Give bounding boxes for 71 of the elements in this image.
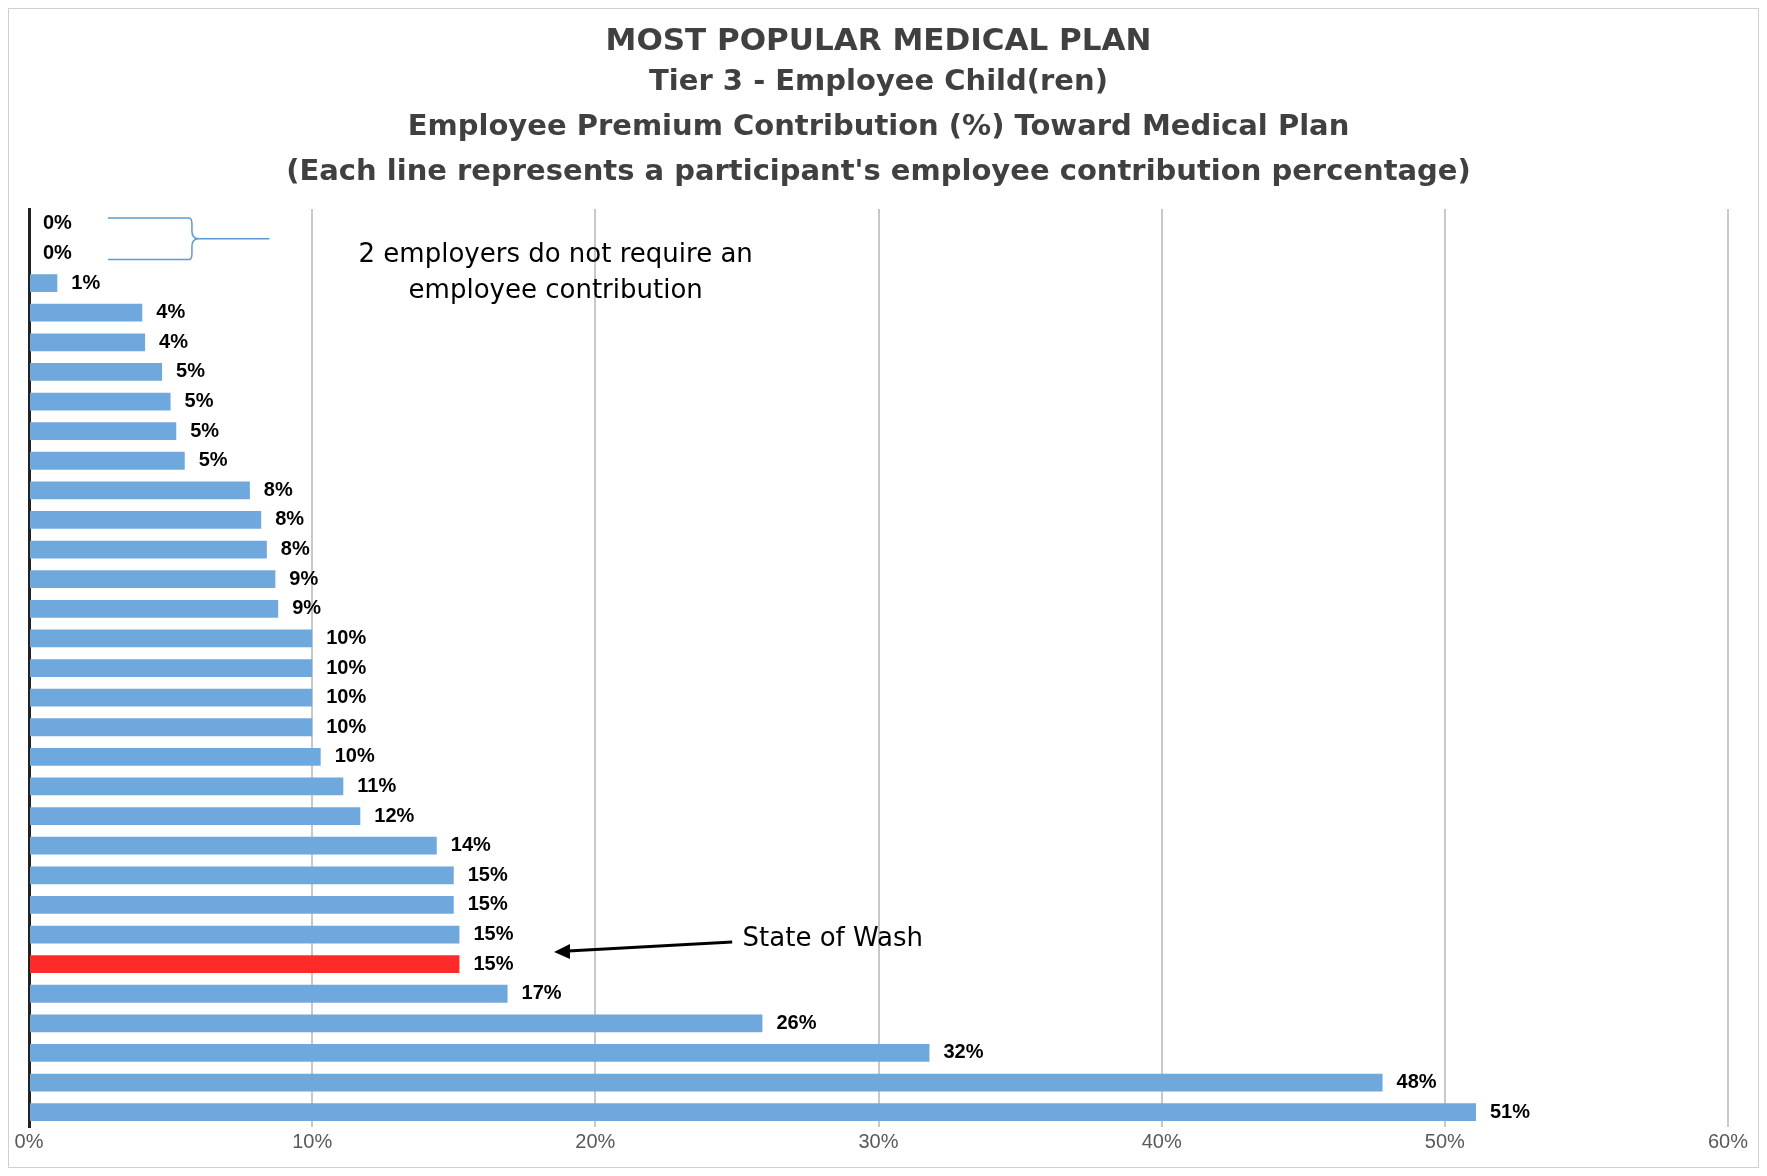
- data-label: 48%: [1396, 1070, 1437, 1093]
- x-tick-label: 30%: [858, 1129, 899, 1152]
- annotation: State of Wash: [742, 922, 923, 953]
- data-label: 10%: [326, 714, 367, 737]
- bar: [30, 866, 454, 885]
- data-label: 10%: [334, 744, 375, 767]
- bar: [30, 747, 321, 766]
- bar: [30, 659, 313, 677]
- bar: [30, 1014, 763, 1033]
- data-label: 10%: [326, 655, 367, 678]
- bar: [30, 807, 361, 825]
- bar: [30, 1044, 930, 1062]
- bar: [30, 896, 454, 914]
- chart-subtitle: Tier 3 - Employee Child(ren) Employee Premium Contribution (%) Toward Medical Plan (Each line represents a participant's employee contribution percentage): [286, 63, 1471, 188]
- data-label: 11%: [357, 773, 397, 796]
- data-label: 4%: [156, 300, 186, 323]
- bar: [30, 570, 276, 589]
- x-tick-label: 0%: [14, 1129, 44, 1152]
- bar: [30, 629, 313, 648]
- bar: [30, 688, 313, 707]
- bar: [30, 777, 344, 796]
- data-label: 1%: [71, 270, 101, 293]
- bar: [30, 1073, 1383, 1092]
- x-tick-label: 10%: [292, 1129, 333, 1152]
- bar: [30, 451, 185, 470]
- bar: [30, 481, 250, 500]
- x-tick-label: 60%: [1707, 1129, 1749, 1152]
- bar: [30, 274, 58, 292]
- data-label: 15%: [473, 922, 514, 945]
- data-label: 0%: [43, 240, 73, 263]
- x-tick-label: 50%: [1424, 1129, 1466, 1152]
- bar: [30, 333, 146, 352]
- bar: [30, 392, 171, 411]
- data-label: 12%: [374, 803, 415, 826]
- data-label: 5%: [176, 359, 206, 382]
- x-tick-label: 20%: [575, 1129, 616, 1152]
- bar: [30, 836, 437, 855]
- chart-title: MOST POPULAR MEDICAL PLAN: [605, 20, 1152, 57]
- data-label: 5%: [190, 418, 220, 441]
- bar: [30, 984, 508, 1003]
- data-label: 5%: [198, 448, 228, 471]
- bar: [30, 955, 460, 974]
- bar: [30, 422, 177, 441]
- data-label: 8%: [263, 477, 293, 500]
- bar: [30, 363, 163, 381]
- annotation: 2 employers do not require an employee contribution: [357, 236, 754, 306]
- data-label: 5%: [184, 389, 214, 412]
- data-label: 15%: [473, 951, 514, 974]
- data-label: 9%: [289, 566, 319, 589]
- data-label: 10%: [326, 625, 367, 648]
- data-label: 8%: [280, 537, 310, 560]
- data-label: 4%: [159, 329, 189, 352]
- bar: [30, 925, 460, 944]
- bar: [30, 511, 262, 529]
- data-label: 10%: [326, 685, 367, 708]
- data-label: 17%: [521, 981, 562, 1004]
- data-label: 9%: [292, 596, 322, 619]
- data-label: 51%: [1489, 1099, 1531, 1122]
- data-label: 0%: [43, 211, 73, 234]
- bar: [30, 1103, 1476, 1122]
- data-label: 32%: [943, 1040, 984, 1063]
- bar: [30, 599, 279, 618]
- data-label: 14%: [450, 833, 492, 856]
- bar: [30, 718, 313, 737]
- bar: [30, 540, 267, 559]
- data-label: 8%: [275, 507, 305, 530]
- data-label: 26%: [776, 1010, 817, 1033]
- bar: [30, 303, 143, 322]
- x-tick-label: 40%: [1141, 1129, 1182, 1152]
- data-label: 15%: [467, 892, 508, 915]
- data-label: 15%: [467, 862, 508, 885]
